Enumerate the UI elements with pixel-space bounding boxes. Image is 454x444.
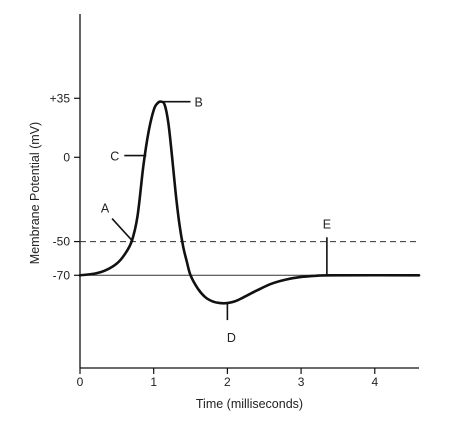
y-tick-label: -70: [53, 268, 71, 282]
annotation-a: A: [101, 202, 134, 243]
y-tick-label: +35: [50, 91, 71, 105]
annotation-label: C: [110, 150, 119, 164]
y-axis-title: Membrane Potential (mV): [28, 122, 42, 264]
annotation-c: C: [110, 150, 147, 164]
y-axis-ticks: +35 0 -50 -70: [50, 91, 80, 282]
annotation-e: E: [323, 217, 331, 276]
axes: [79, 14, 419, 369]
x-axis-title: Time (milliseconds): [196, 397, 303, 411]
annotation-label: E: [323, 217, 331, 231]
x-axis-ticks: 0 1 2 3 4: [77, 368, 378, 389]
y-tick-label: -50: [53, 235, 71, 249]
annotation-label: B: [195, 96, 203, 110]
annotation-label: A: [101, 202, 110, 216]
annotation-d: D: [226, 303, 236, 345]
annotation-label: D: [227, 331, 236, 345]
x-tick-label: 4: [371, 375, 378, 389]
x-tick-label: 3: [298, 375, 305, 389]
annotation-b: B: [162, 96, 203, 110]
annotations: A B C D E: [101, 96, 331, 345]
x-tick-label: 1: [150, 375, 157, 389]
annotation-leader: [111, 218, 134, 243]
y-tick-label: 0: [63, 150, 70, 164]
x-tick-label: 0: [77, 375, 84, 389]
membrane-potential-curve: [78, 100, 421, 305]
x-tick-label: 2: [224, 375, 231, 389]
